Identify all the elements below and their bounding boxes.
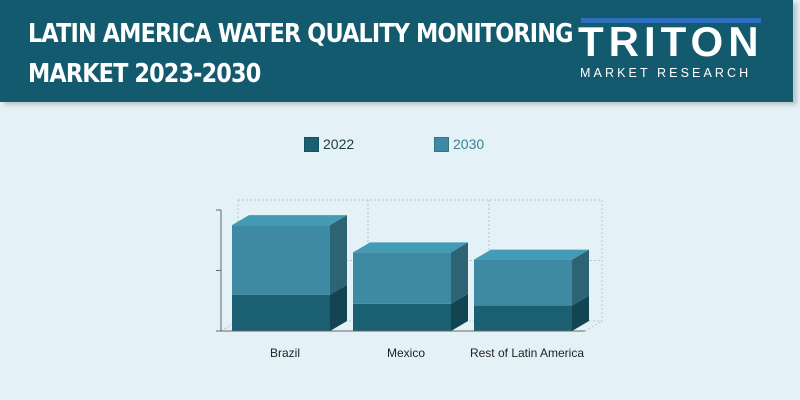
bar-front-brazil-2030 [232,225,330,295]
bar-side-brazil-2030 [330,215,347,295]
legend-label-2030: 2030 [453,136,485,152]
bar-side-rest-of-latin-america-2030 [572,249,589,306]
x-tick-label: Brazil [270,346,300,360]
bar-side-mexico-2022 [451,293,468,331]
x-tick-label: Mexico [387,346,425,360]
bar-front-rest-of-latin-america-2022 [474,305,572,331]
bar-side-brazil-2022 [330,284,347,331]
bar-side-mexico-2030 [451,242,468,304]
logo-subtitle: MARKET RESEARCH [580,66,752,80]
triton-logo: TRITON MARKET RESEARCH [578,18,768,82]
bar-front-mexico-2030 [353,252,451,304]
legend-item-2030: 2030 [434,136,484,152]
legend-label-2022: 2022 [323,136,355,152]
floor-edge-right [584,320,603,332]
chart-legend: 2022 2030 [0,136,800,156]
legend-swatch-2022 [304,136,319,152]
bar-top-brazil-2030 [232,215,347,226]
bar-front-rest-of-latin-america-2030 [474,259,572,306]
legend-item-2022: 2022 [304,136,354,152]
bar-front-mexico-2022 [353,303,451,331]
bar-top-rest-of-latin-america-2030 [474,249,589,260]
logo-wordmark: TRITON [578,18,764,65]
bar-side-rest-of-latin-america-2022 [572,295,589,331]
title-line-2: MARKET 2023-2030 [28,59,261,89]
bar-top-mexico-2030 [353,242,468,253]
legend-swatch-2030 [434,136,449,152]
x-tick-label: Rest of Latin America [470,346,584,360]
logo-accent-bar [581,18,761,23]
header-banner: LATIN AMERICA WATER QUALITY MONITORING M… [0,0,793,102]
bar-front-brazil-2022 [232,294,330,331]
